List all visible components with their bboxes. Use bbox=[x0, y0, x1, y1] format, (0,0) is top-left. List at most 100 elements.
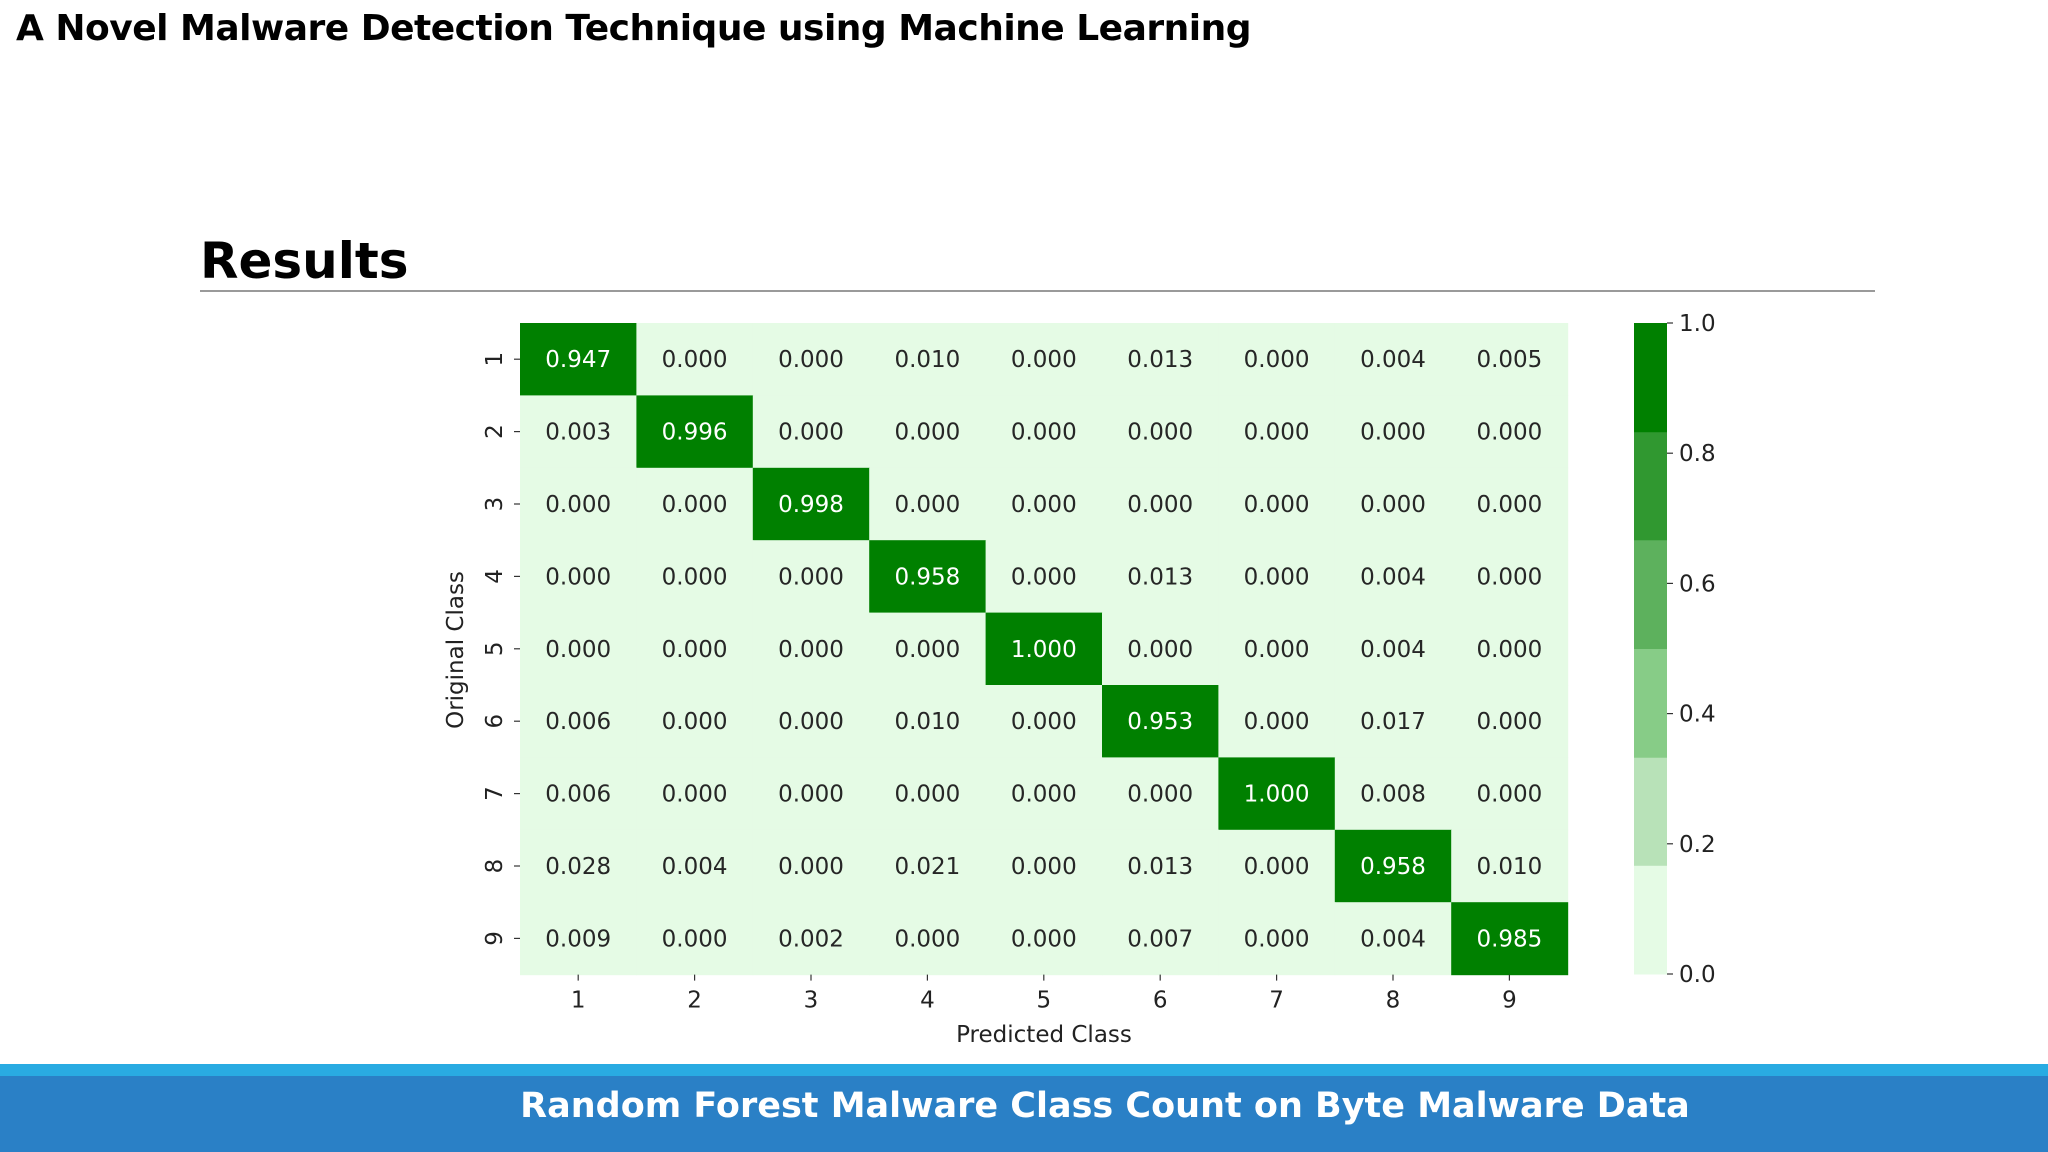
cell-value-label: 0.006 bbox=[545, 709, 611, 735]
y-tick-label: 5 bbox=[482, 641, 508, 656]
cell-value-label: 0.947 bbox=[545, 347, 611, 373]
cell-value-label: 0.000 bbox=[545, 492, 611, 518]
heatmap-cell-r2-c7 bbox=[1218, 395, 1336, 469]
heatmap-value-labels: 0.947 0.000 0.000 0.010 0.000 0.013 0.000 0.004… bbox=[545, 347, 1542, 952]
cell-value-label: 0.000 bbox=[1244, 492, 1310, 518]
cell-value-label: 0.000 bbox=[894, 782, 960, 808]
heatmap-cell-r7-c3 bbox=[752, 757, 870, 831]
cell-value-label: 1.000 bbox=[1011, 637, 1077, 663]
cell-value-label: 0.000 bbox=[894, 637, 960, 663]
cell-value-label: 1.000 bbox=[1244, 782, 1310, 808]
heatmap-cell-r2-c9 bbox=[1451, 395, 1569, 469]
cell-value-label: 0.000 bbox=[1011, 492, 1077, 518]
cell-value-label: 0.002 bbox=[778, 926, 844, 952]
colorbar-tick-label: 0.0 bbox=[1679, 962, 1716, 988]
footer-bar bbox=[0, 1076, 2048, 1152]
cell-value-label: 0.017 bbox=[1360, 709, 1426, 735]
heatmap-cell-r6-c7 bbox=[1218, 685, 1336, 758]
heatmap-cell-r1-c6 bbox=[1102, 323, 1219, 396]
heatmap-cell-r8-c3 bbox=[752, 829, 870, 903]
heatmap-cell-r5-c4 bbox=[869, 612, 987, 686]
heatmap-cell-r6-c9 bbox=[1451, 685, 1569, 758]
heatmap-cell-r3-c9 bbox=[1451, 467, 1569, 541]
heatmap-cell-r1-c2 bbox=[636, 323, 754, 396]
heatmap-cell-r1-c3 bbox=[752, 323, 870, 396]
cell-value-label: 0.003 bbox=[545, 420, 611, 446]
cell-value-label: 0.958 bbox=[894, 564, 960, 590]
cell-value-label: 0.953 bbox=[1127, 709, 1193, 735]
y-axis-label: Original Class bbox=[443, 571, 469, 729]
heatmap-cell-r4-c8 bbox=[1334, 540, 1452, 614]
cell-value-label: 0.000 bbox=[1011, 564, 1077, 590]
heatmap-cell-r8-c2 bbox=[636, 829, 754, 903]
cell-value-label: 0.000 bbox=[1244, 926, 1310, 952]
cell-value-label: 0.010 bbox=[1476, 854, 1542, 880]
cell-value-label: 0.004 bbox=[1360, 926, 1426, 952]
heatmap-cell-r4-c9 bbox=[1451, 540, 1569, 614]
cell-value-label: 0.000 bbox=[1476, 709, 1542, 735]
section-divider bbox=[200, 290, 1875, 292]
cell-value-label: 0.007 bbox=[1127, 926, 1193, 952]
heatmap-cell-r4-c2 bbox=[636, 540, 754, 614]
y-tick-label: 1 bbox=[482, 352, 508, 367]
heatmap-cell-r9-c8 bbox=[1334, 902, 1452, 976]
cell-value-label: 0.021 bbox=[894, 854, 960, 880]
y-tick-label: 9 bbox=[482, 931, 508, 946]
cell-value-label: 0.004 bbox=[662, 854, 728, 880]
heatmap-cell-r3-c4 bbox=[869, 467, 987, 541]
colorbar-segment-6 bbox=[1634, 323, 1667, 433]
heatmap-cell-r1-c1 bbox=[520, 323, 637, 396]
cell-value-label: 0.000 bbox=[1011, 420, 1077, 446]
heatmap-cell-r7-c1 bbox=[520, 757, 637, 831]
cell-value-label: 0.000 bbox=[778, 782, 844, 808]
cell-value-label: 0.000 bbox=[662, 637, 728, 663]
heatmap-cell-r2-c5 bbox=[985, 395, 1103, 469]
cell-value-label: 0.000 bbox=[1244, 420, 1310, 446]
colorbar-tick-label: 0.4 bbox=[1679, 702, 1716, 728]
heatmap-cell-r5-c6 bbox=[1102, 612, 1219, 686]
cell-value-label: 0.000 bbox=[1244, 854, 1310, 880]
cell-value-label: 0.000 bbox=[778, 564, 844, 590]
cell-value-label: 0.000 bbox=[778, 854, 844, 880]
cell-value-label: 0.000 bbox=[894, 926, 960, 952]
heatmap-cell-r1-c7 bbox=[1218, 323, 1336, 396]
cell-value-label: 0.000 bbox=[1011, 709, 1077, 735]
heatmap-cell-r2-c2 bbox=[636, 395, 754, 469]
heatmap-cell-r3-c8 bbox=[1334, 467, 1452, 541]
cell-value-label: 0.004 bbox=[1360, 564, 1426, 590]
heatmap-cell-r4-c6 bbox=[1102, 540, 1219, 614]
y-axis-ticks: 1 2 3 4 5 6 7 8 9 bbox=[482, 352, 520, 946]
cell-value-label: 0.000 bbox=[1011, 347, 1077, 373]
y-tick-label: 2 bbox=[482, 424, 508, 439]
heatmap-cell-r7-c4 bbox=[869, 757, 987, 831]
heatmap-cell-r1-c8 bbox=[1334, 323, 1452, 396]
heatmap-cell-r8-c1 bbox=[520, 829, 637, 903]
heatmap-cell-r8-c8 bbox=[1334, 829, 1452, 903]
cell-value-label: 0.958 bbox=[1360, 854, 1426, 880]
cell-value-label: 0.000 bbox=[662, 492, 728, 518]
cell-value-label: 0.000 bbox=[778, 420, 844, 446]
heatmap-cell-r6-c5 bbox=[985, 685, 1103, 758]
heatmap-cell-r7-c6 bbox=[1102, 757, 1219, 831]
cell-value-label: 0.000 bbox=[1127, 420, 1193, 446]
heatmap-cell-r3-c7 bbox=[1218, 467, 1336, 541]
heatmap-cell-r4-c3 bbox=[752, 540, 870, 614]
heatmap-cell-r5-c5 bbox=[985, 612, 1103, 686]
cell-value-label: 0.000 bbox=[778, 709, 844, 735]
heatmap-cell-r9-c3 bbox=[752, 902, 870, 976]
cell-value-label: 0.000 bbox=[1127, 637, 1193, 663]
heatmap-cell-r1-c9 bbox=[1451, 323, 1569, 396]
colorbar-tick-label: 1.0 bbox=[1679, 311, 1716, 337]
heatmap-cell-r5-c8 bbox=[1334, 612, 1452, 686]
cell-value-label: 0.013 bbox=[1127, 854, 1193, 880]
heatmap-cell-r5-c3 bbox=[752, 612, 870, 686]
heatmap-cell-r9-c6 bbox=[1102, 902, 1219, 976]
colorbar-segment-1 bbox=[1634, 865, 1667, 975]
heatmap-cell-r2-c6 bbox=[1102, 395, 1219, 469]
cell-value-label: 0.000 bbox=[1011, 926, 1077, 952]
cell-value-label: 0.000 bbox=[1476, 782, 1542, 808]
heatmap-cell-r2-c3 bbox=[752, 395, 870, 469]
x-axis-label: Predicted Class bbox=[956, 1022, 1132, 1048]
x-tick-label: 7 bbox=[1269, 988, 1284, 1014]
heatmap-cell-r3-c1 bbox=[520, 467, 637, 541]
